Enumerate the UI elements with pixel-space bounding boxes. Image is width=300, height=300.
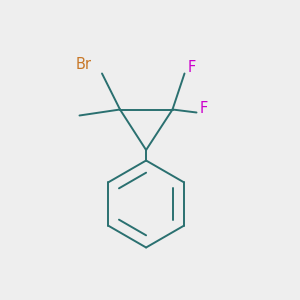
Text: Br: Br xyxy=(76,57,91,72)
Text: F: F xyxy=(200,101,208,116)
Text: F: F xyxy=(188,60,196,75)
